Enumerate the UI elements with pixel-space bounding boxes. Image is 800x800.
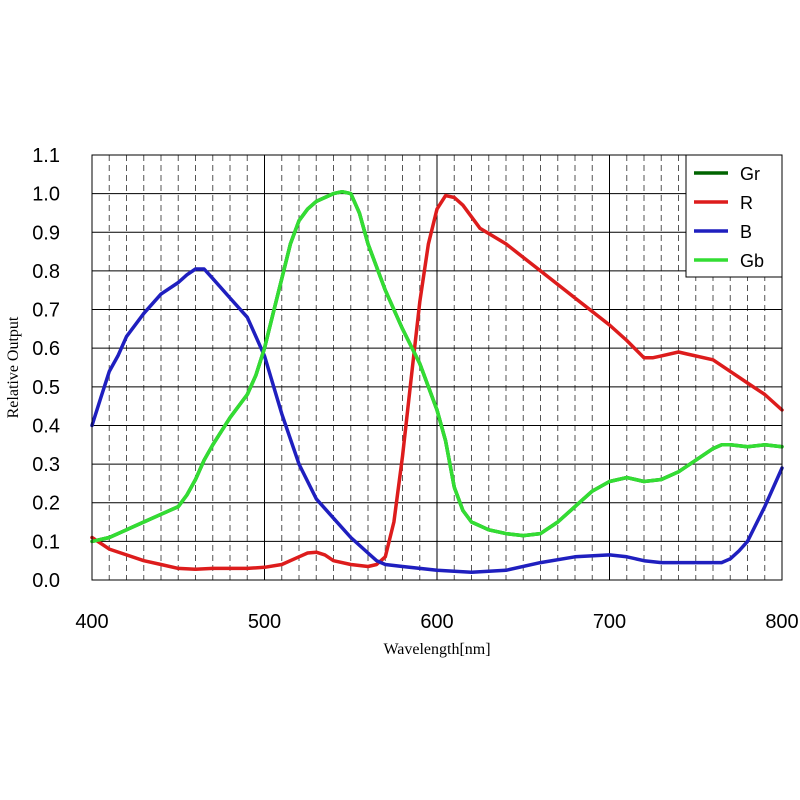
x-tick-label: 600 bbox=[420, 611, 453, 633]
y-tick-label: 0.3 bbox=[32, 454, 60, 476]
y-tick-label: 0.1 bbox=[32, 531, 60, 553]
legend-label-b: B bbox=[740, 222, 752, 242]
x-tick-label: 700 bbox=[593, 611, 626, 633]
legend-label-r: R bbox=[740, 193, 753, 213]
y-tick-label: 0.4 bbox=[32, 415, 60, 437]
y-tick-label: 1.0 bbox=[32, 184, 60, 206]
y-tick-label: 0.7 bbox=[32, 300, 60, 322]
x-tick-label: 500 bbox=[248, 611, 281, 633]
x-tick-label: 400 bbox=[75, 611, 108, 633]
y-tick-label: 0.0 bbox=[32, 570, 60, 592]
series-line-r bbox=[90, 193, 784, 571]
x-axis-title: Wavelength[nm] bbox=[383, 641, 490, 658]
plot-frame bbox=[91, 154, 783, 581]
series-lines bbox=[90, 189, 784, 575]
y-tick-label: 0.8 bbox=[32, 261, 60, 283]
legend-label-gb: Gb bbox=[740, 251, 764, 271]
x-tick-labels: 400 500 600 700 800 bbox=[75, 611, 798, 633]
legend-box bbox=[685, 154, 783, 278]
y-tick-label: 1.1 bbox=[32, 145, 60, 167]
legend-label-gr: Gr bbox=[740, 164, 760, 184]
series-line-gb bbox=[90, 189, 784, 544]
series-line-b bbox=[90, 267, 784, 575]
y-axis-title: Relative Output bbox=[5, 316, 22, 418]
legend: Gr RB Gb bbox=[685, 154, 783, 278]
y-tick-label: 0.2 bbox=[32, 493, 60, 515]
y-tick-label: 0.6 bbox=[32, 338, 60, 360]
y-tick-label: 0.9 bbox=[32, 222, 60, 244]
y-tick-label: 0.5 bbox=[32, 377, 60, 399]
y-tick-labels: 0.0 0.1 0.2 0.3 0.4 0.5 0.6 0.7 0.8 0.9 1.0 1.1 bbox=[32, 145, 60, 592]
x-tick-label: 800 bbox=[765, 611, 798, 633]
